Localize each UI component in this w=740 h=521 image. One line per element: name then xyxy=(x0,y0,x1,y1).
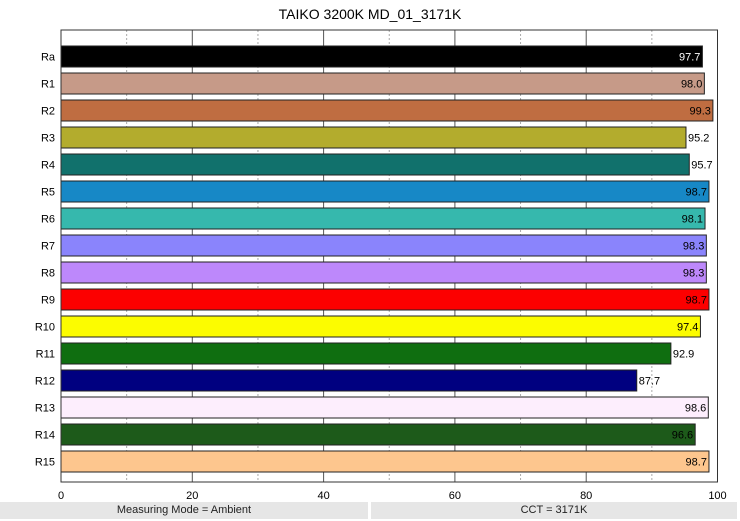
data-label: 87.7 xyxy=(639,376,660,388)
data-label: 95.2 xyxy=(688,133,709,145)
x-tick-label: 80 xyxy=(580,490,592,500)
bar-r1 xyxy=(60,72,705,95)
y-tick-label: R13 xyxy=(35,403,55,415)
bar-r11 xyxy=(60,342,672,365)
y-tick-label: R14 xyxy=(35,430,55,442)
y-tick-label: R1 xyxy=(41,79,55,91)
y-tick-label: R11 xyxy=(36,349,55,361)
y-tick-label: R9 xyxy=(41,295,55,307)
x-tick-label: 0 xyxy=(58,490,64,500)
data-label: 98.6 xyxy=(685,403,706,415)
x-tick-label: 100 xyxy=(708,490,726,500)
bar-r7 xyxy=(60,234,707,257)
data-label: 92.9 xyxy=(673,349,694,361)
data-label: 99.3 xyxy=(689,106,710,118)
plot-border xyxy=(60,29,718,483)
data-label: 98.3 xyxy=(683,241,704,253)
bar-r5 xyxy=(60,180,710,203)
y-tick-label: R4 xyxy=(41,160,55,172)
cct-label: CCT = 3171K xyxy=(371,502,737,519)
y-tick-label: R12 xyxy=(35,376,55,388)
x-tick-label: 60 xyxy=(449,490,461,500)
y-tick-label: R15 xyxy=(35,457,55,469)
y-tick-label: R7 xyxy=(41,241,55,253)
bar-ra xyxy=(60,45,703,68)
bar-r4 xyxy=(60,153,690,176)
bar-r9 xyxy=(60,288,710,311)
bar-r6 xyxy=(60,207,706,230)
data-label: 97.7 xyxy=(679,52,700,64)
data-label: 98.7 xyxy=(686,187,707,199)
data-label: 98.0 xyxy=(681,79,702,91)
data-label: 98.3 xyxy=(683,268,704,280)
data-label: 97.4 xyxy=(677,322,698,334)
x-tick-label: 20 xyxy=(186,490,198,500)
bar-r15 xyxy=(60,450,710,473)
y-tick-label: Ra xyxy=(41,52,56,64)
y-tick-label: R10 xyxy=(35,322,55,334)
bar-r10 xyxy=(60,315,701,338)
measuring-mode-label: Measuring Mode = Ambient xyxy=(0,502,368,519)
bar-r2 xyxy=(60,99,714,122)
bar-r8 xyxy=(60,261,707,284)
data-label: 98.7 xyxy=(686,295,707,307)
bar-chart: 0 20 40 60 80 100 Ra 97.7 R1 98.0 R2 99.3 R3 95.2 R4 95… xyxy=(35,29,727,500)
y-tick-label: R5 xyxy=(41,187,55,199)
bar-r3 xyxy=(60,126,687,149)
y-tick-label: R8 xyxy=(41,268,55,280)
y-tick-label: R3 xyxy=(41,133,55,145)
bar-r13 xyxy=(60,396,709,419)
bar-r12 xyxy=(60,369,638,392)
y-tick-label: R2 xyxy=(41,106,55,118)
data-label: 98.1 xyxy=(682,214,703,226)
x-tick-label: 40 xyxy=(317,490,329,500)
data-label: 96.6 xyxy=(672,430,693,442)
data-label: 95.7 xyxy=(691,160,712,172)
y-tick-label: R6 xyxy=(41,214,55,226)
bar-r14 xyxy=(60,423,696,446)
chart-title: TAIKO 3200K MD_01_3171K xyxy=(278,6,462,22)
data-label: 98.7 xyxy=(686,457,707,469)
